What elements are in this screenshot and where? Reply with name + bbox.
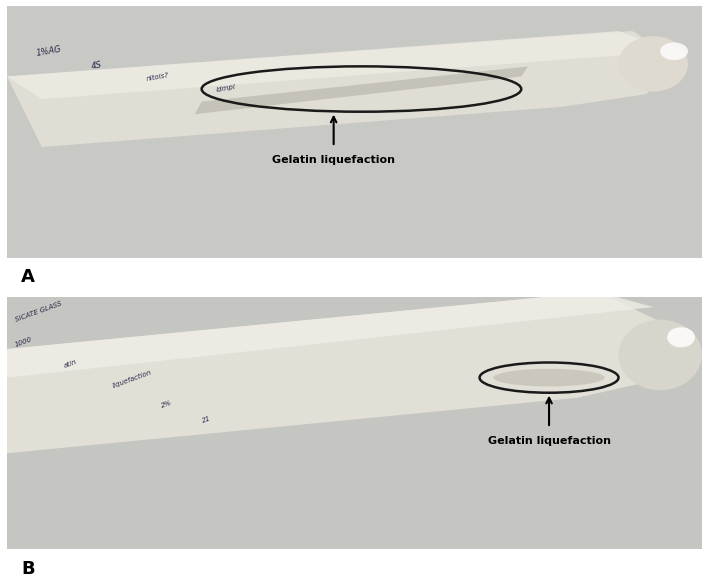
- Polygon shape: [7, 31, 681, 147]
- Polygon shape: [0, 292, 688, 453]
- Text: nitols?: nitols?: [146, 73, 169, 83]
- Text: atin: atin: [62, 358, 77, 369]
- Polygon shape: [195, 66, 528, 114]
- Text: liquefaction: liquefaction: [111, 369, 152, 389]
- Text: Gelatin liquefaction: Gelatin liquefaction: [488, 436, 610, 446]
- Text: 1000: 1000: [14, 336, 33, 348]
- Polygon shape: [7, 6, 702, 258]
- Text: idmpi: idmpi: [216, 83, 236, 93]
- Text: Gelatin liquefaction: Gelatin liquefaction: [272, 154, 395, 164]
- Text: 2%: 2%: [160, 399, 172, 409]
- Polygon shape: [7, 31, 674, 99]
- Ellipse shape: [667, 327, 695, 348]
- Ellipse shape: [660, 42, 688, 60]
- Ellipse shape: [618, 36, 688, 92]
- Ellipse shape: [493, 369, 605, 386]
- Text: 21: 21: [201, 415, 212, 424]
- Text: SICATE GLASS: SICATE GLASS: [14, 301, 62, 323]
- Ellipse shape: [618, 320, 702, 390]
- Text: 4S: 4S: [91, 60, 103, 71]
- Text: A: A: [21, 268, 35, 286]
- Text: B: B: [21, 559, 35, 578]
- Polygon shape: [7, 297, 702, 549]
- Text: 1%AG: 1%AG: [35, 45, 62, 58]
- Polygon shape: [0, 292, 653, 377]
